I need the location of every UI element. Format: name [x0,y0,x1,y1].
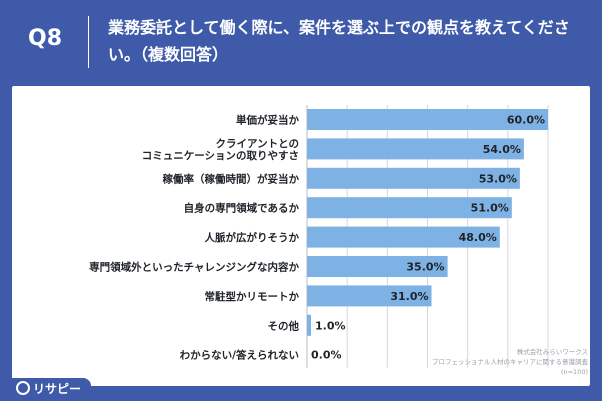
bar [307,167,520,189]
question-number: Q8 [28,26,63,51]
category-label: 稼働率（稼働時間）が妥当か [163,172,300,185]
value-label: 31.0% [390,290,428,303]
source-survey: プロフェッショナル人材のキャリアに関する意識調査 [432,358,588,366]
header-divider [88,16,89,68]
chart-panel: 単価が妥当か 60.0% クライアントとのコミュニケーションの取りやすさ 54.0% 稼… [12,86,590,386]
source-sample-size: (n=100) [560,368,588,376]
bar [307,197,512,219]
header-banner: Q8 業務委託として働く際に、案件を選ぶ上での観点を教えてください。（複数回答） [0,0,602,82]
value-label: 0.0% [311,349,342,362]
source-note: 株式会社みらいワークス プロフェッショナル人材のキャリアに関する意識調査 (n=… [328,347,588,377]
value-label: 54.0% [483,143,521,156]
brand-mark-icon [16,381,30,395]
category-label: クライアントとのコミュニケーションの取りやすさ [142,138,299,162]
category-label: その他 [268,319,300,332]
bar [307,138,524,160]
bar [307,256,448,277]
source-company: 株式会社みらいワークス [516,348,588,356]
bar [307,285,432,307]
category-label: 専門領域外といったチャレンジングな内容か [89,261,299,274]
brand-logo: リサピー [10,378,92,401]
value-label: 35.0% [406,261,444,274]
value-label: 48.0% [459,231,497,244]
bar [307,314,312,336]
category-label: わからない/答えられない [180,349,299,362]
value-label: 53.0% [479,172,517,185]
category-label: 常駐型かリモートか [205,290,300,303]
bar [307,109,548,130]
category-label: 人脈が広がりそうか [205,231,300,244]
value-label: 60.0% [507,114,545,127]
category-label: 自身の専門領域であるか [184,202,300,215]
bar [307,226,500,248]
brand-name: リサピー [33,382,82,396]
bar-chart: 単価が妥当か 60.0% クライアントとのコミュニケーションの取りやすさ 54.0% 稼… [89,105,549,368]
question-title: 業務委託として働く際に、案件を選ぶ上での観点を教えてください。（複数回答） [108,18,570,64]
value-label: 1.0% [315,319,346,332]
value-label: 51.0% [471,202,509,215]
category-label: 単価が妥当か [236,114,299,127]
